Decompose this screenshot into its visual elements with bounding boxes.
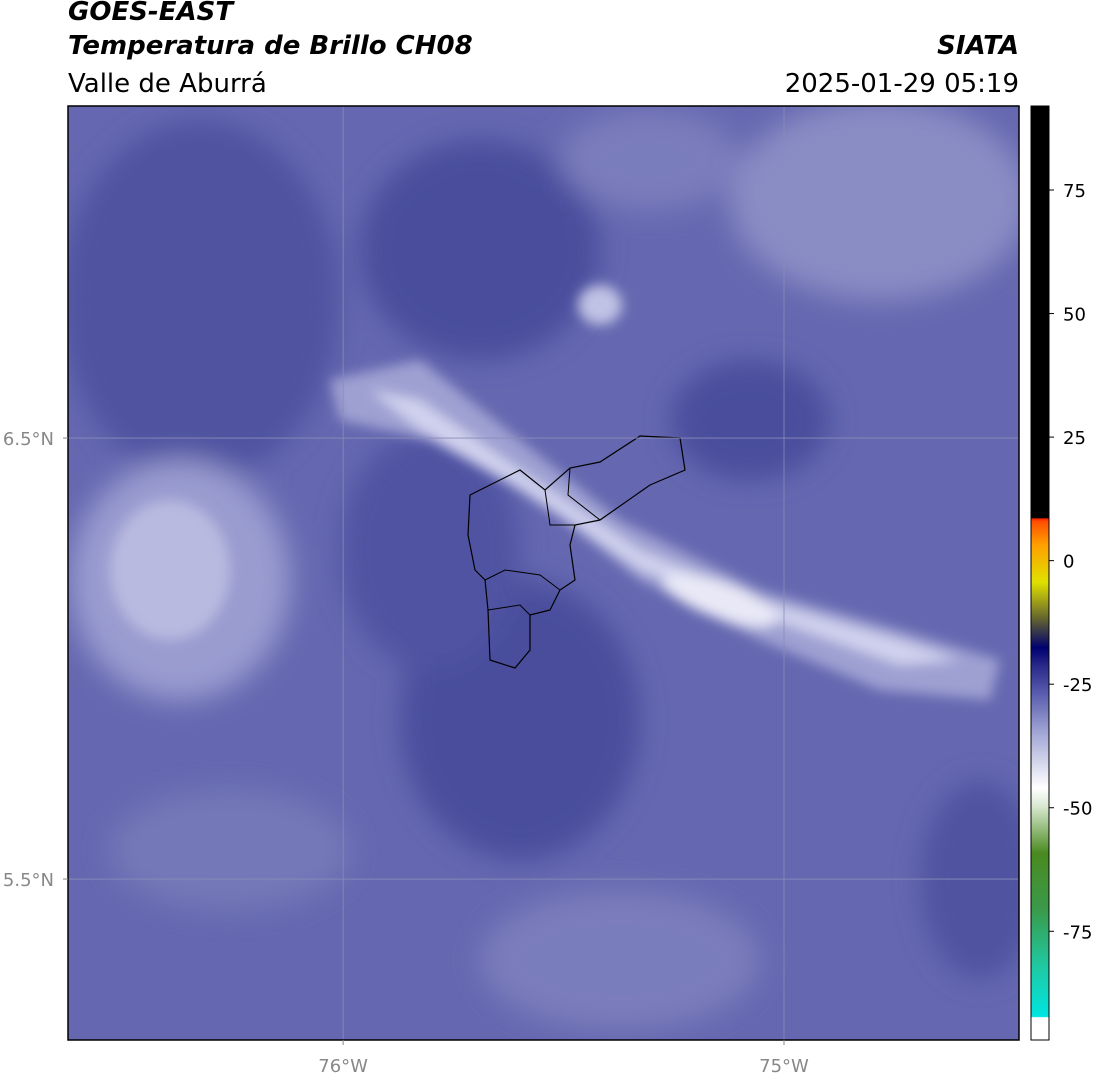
colorbar-tick-label: 75: [1063, 181, 1086, 202]
y-tick-label: 6.5°N: [3, 429, 54, 450]
satellite-image: [68, 106, 1019, 1040]
valley-outline: [467, 435, 686, 669]
x-tick-label: 75°W: [759, 1056, 809, 1077]
colorbar-tick-label: -75: [1063, 922, 1092, 943]
title: GOES-EAST: [68, 0, 235, 27]
timestamp: 2025-01-29 05:19: [785, 69, 1019, 99]
map-frame: [67, 105, 1020, 1041]
colorbar-tick-label: 50: [1063, 305, 1086, 326]
colorbar-tick-label: 0: [1063, 552, 1074, 573]
colorbar-tick-label: -50: [1063, 799, 1092, 820]
region: Valle de Aburrá: [68, 69, 267, 99]
colorbar-tick-label: 25: [1063, 428, 1086, 449]
colorbar-tick-label: -25: [1063, 675, 1092, 696]
y-tick-label: 5.5°N: [3, 870, 54, 891]
x-tick-label: 76°W: [318, 1056, 368, 1077]
subtitle: Temperatura de Brillo CH08: [68, 31, 473, 61]
source: SIATA: [937, 31, 1019, 61]
grid: [68, 106, 1019, 1040]
colorbar: [1030, 105, 1050, 1041]
